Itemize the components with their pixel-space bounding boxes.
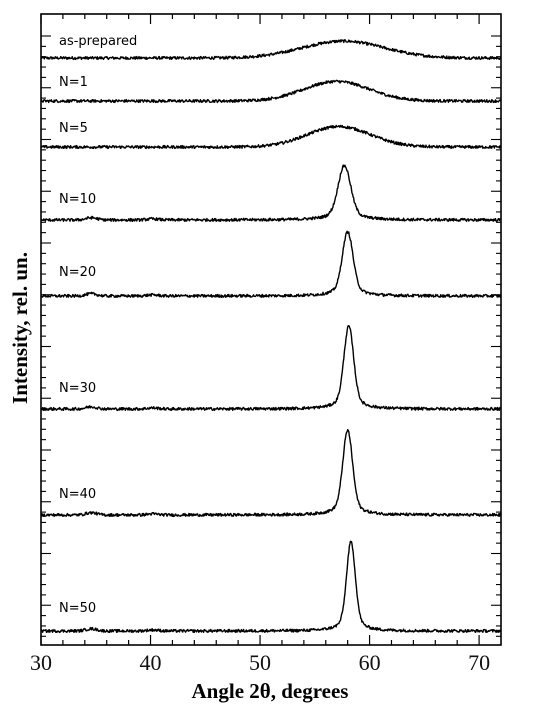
- x-tick-label: 60: [359, 650, 381, 675]
- series-line-n-50: [40, 540, 502, 634]
- series-label: N=50: [59, 601, 96, 616]
- x-axis-title: Angle 2θ, degrees: [192, 679, 349, 703]
- series-labels: as-prepared N=1 N=5 N=10 N=20 N=30 N=40 N=50: [59, 34, 137, 616]
- series-label: N=1: [59, 75, 88, 90]
- x-tick-labels: 30 40 50 60 70: [30, 650, 490, 675]
- series-label: N=5: [59, 121, 88, 136]
- series-curves: [40, 39, 502, 634]
- series-label: N=30: [59, 381, 96, 396]
- x-tick-label: 70: [468, 650, 490, 675]
- series-line-n-5: [40, 124, 502, 150]
- plot-frame: [40, 13, 502, 646]
- series-label: N=40: [59, 487, 96, 502]
- series-line-n-1: [40, 79, 502, 104]
- y-axis-ticks: [41, 35, 501, 637]
- x-axis-ticks: [40, 14, 480, 645]
- series-label: as-prepared: [59, 34, 137, 49]
- x-tick-label: 40: [140, 650, 162, 675]
- x-tick-label: 50: [249, 650, 271, 675]
- series-label: N=10: [59, 192, 96, 207]
- series-line-n-30: [40, 325, 502, 412]
- series-label: N=20: [59, 265, 96, 280]
- series-line-n-10: [40, 164, 502, 222]
- series-line-n-40: [40, 429, 502, 518]
- x-tick-label: 30: [30, 650, 52, 675]
- series-line-as-prepared: [40, 39, 502, 61]
- series-line-n-20: [40, 230, 502, 298]
- y-axis-title: Intensity, rel. un.: [8, 252, 32, 404]
